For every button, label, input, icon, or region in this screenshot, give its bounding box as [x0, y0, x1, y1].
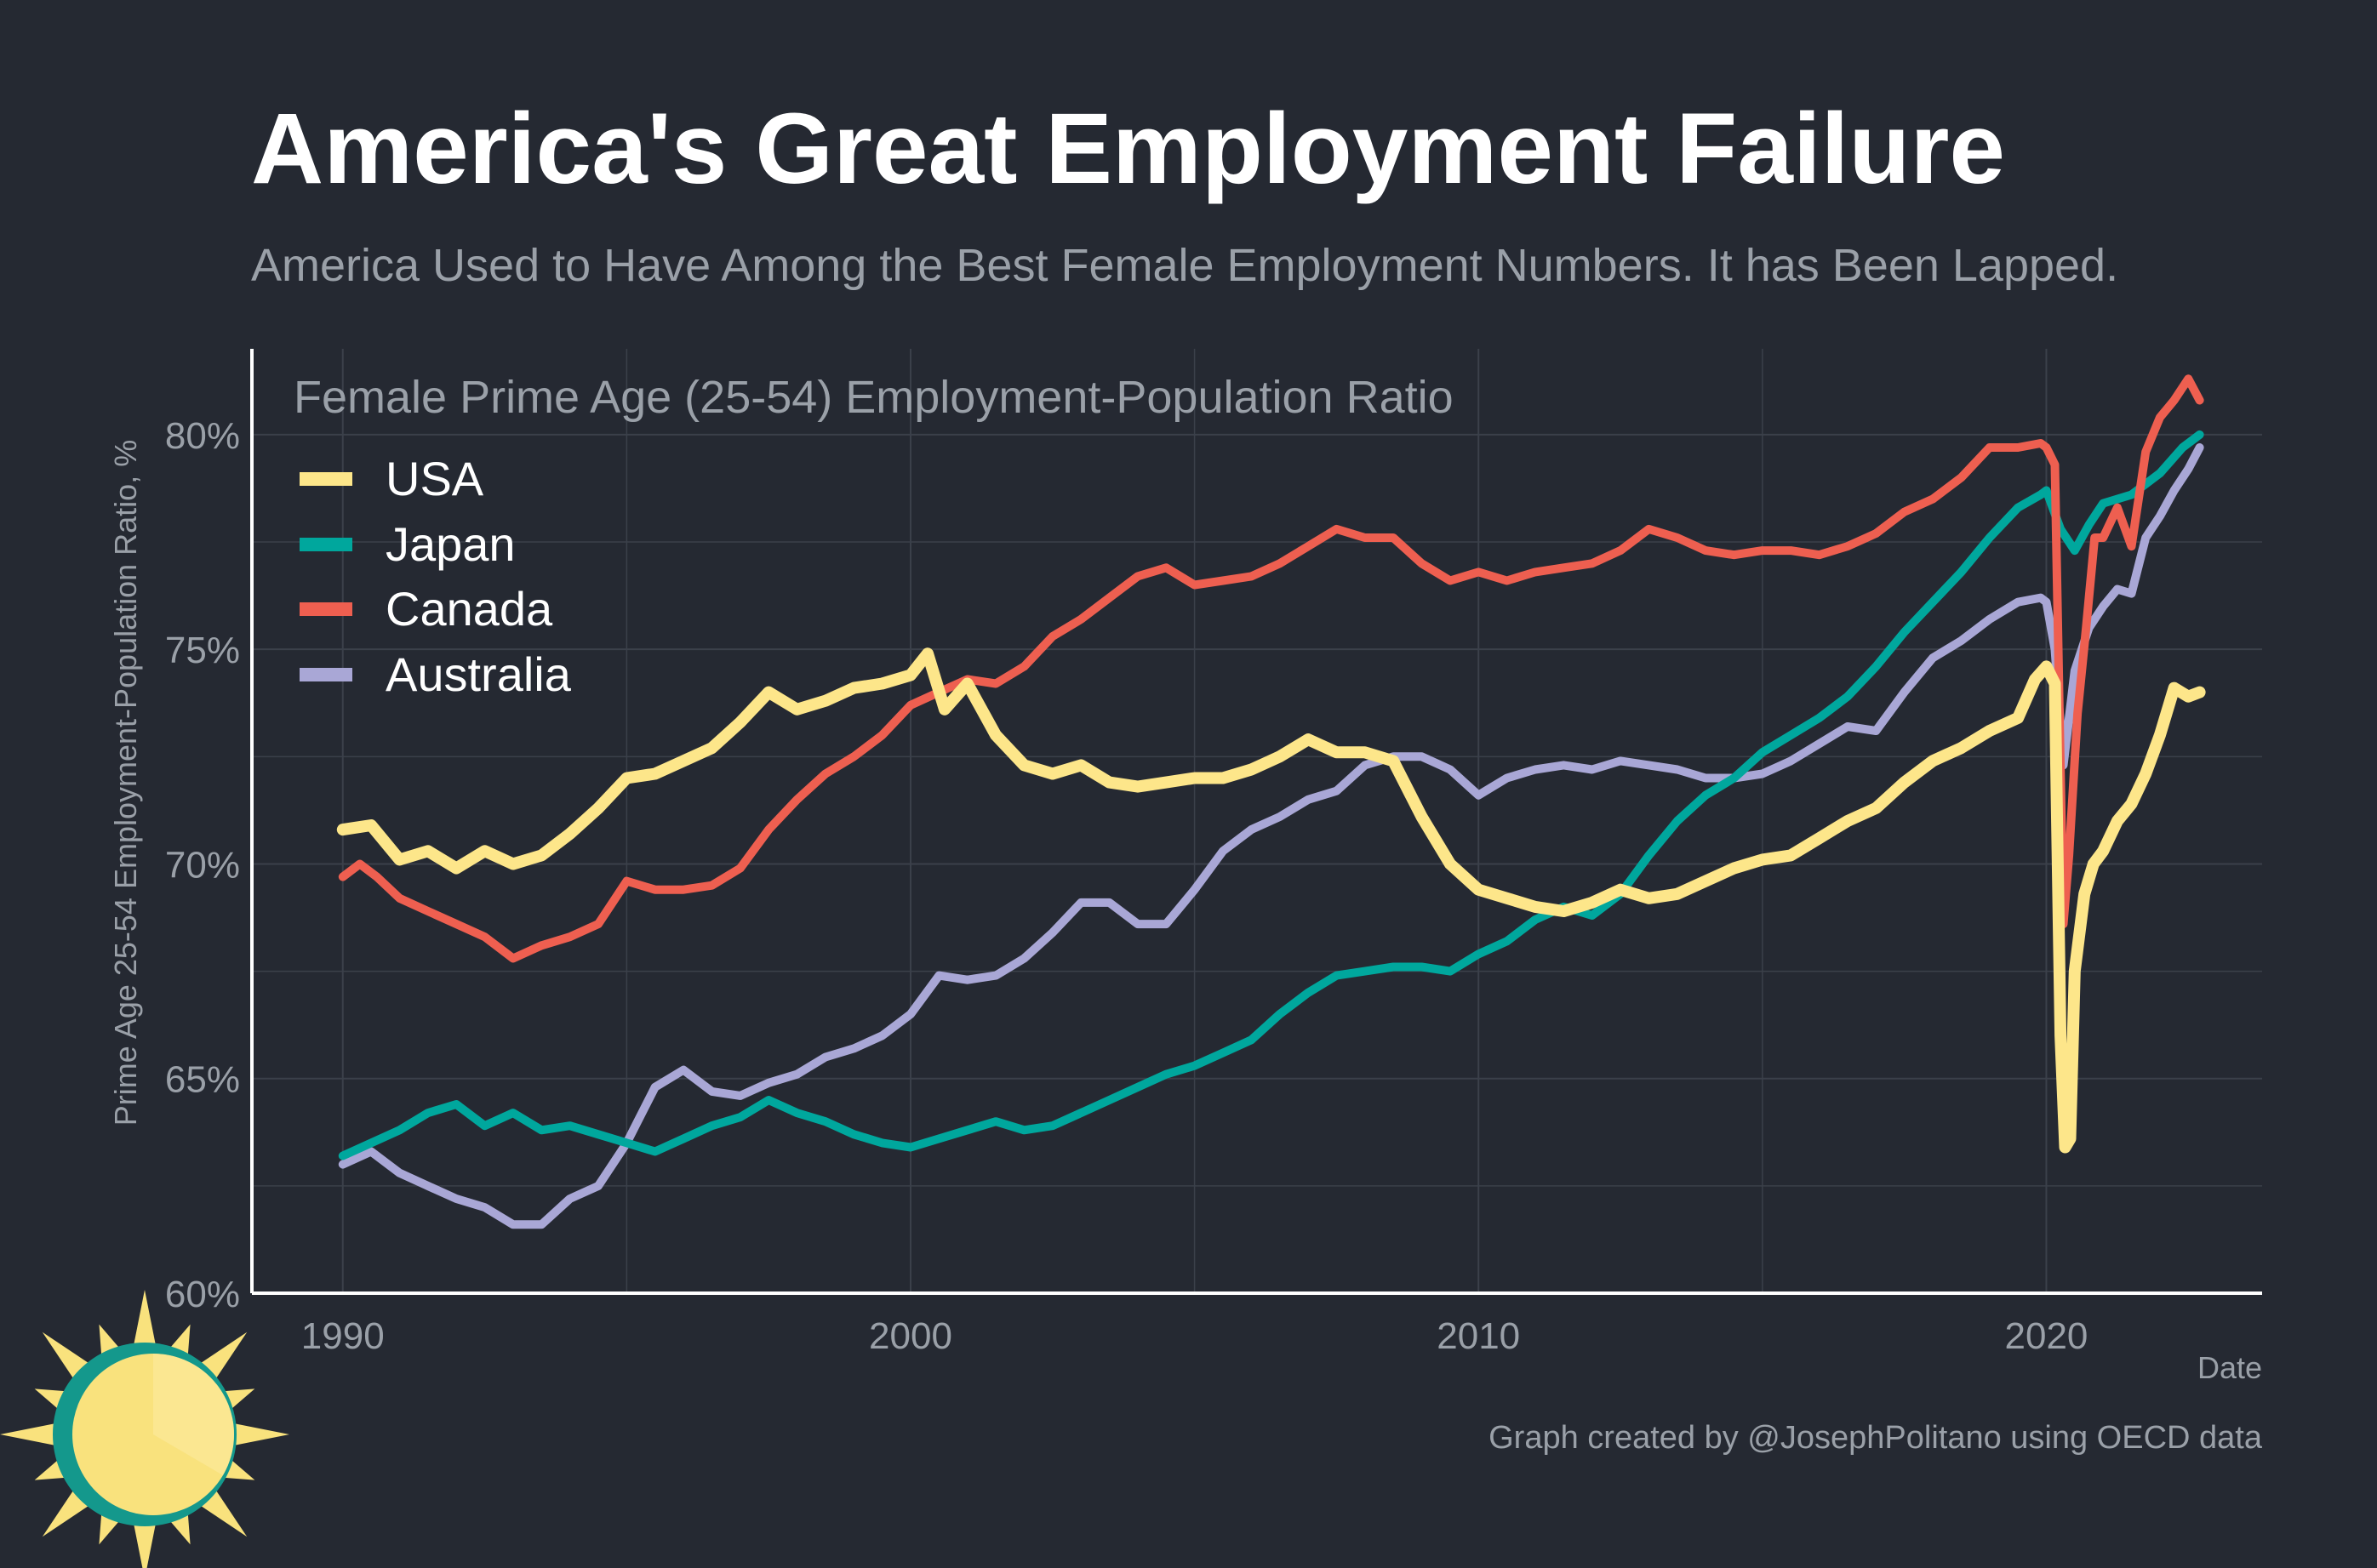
source-caption: Graph created by @JosephPolitano using O… — [1488, 1420, 2263, 1456]
sun-ray — [224, 1421, 289, 1448]
legend-label-australia: Australia — [386, 647, 572, 701]
legend: USA Japan Canada Australia — [300, 452, 572, 701]
sun-logo-icon — [0, 1290, 289, 1568]
logo-sun-shade — [153, 1354, 235, 1475]
y-tick-label: 80% — [165, 415, 240, 457]
series-line-canada — [338, 374, 2204, 963]
y-axis-label: Prime Age 25-54 Employment-Population Ra… — [108, 440, 143, 1126]
x-tick-label: 2000 — [869, 1315, 952, 1357]
x-tick-label: 1990 — [301, 1315, 385, 1357]
y-tick-label: 70% — [165, 844, 240, 886]
y-tick-label: 65% — [165, 1059, 240, 1101]
x-tick-label: 2020 — [2005, 1315, 2088, 1357]
legend-label-canada: Canada — [386, 582, 553, 636]
series-line-japan — [338, 430, 2204, 1160]
axes — [250, 349, 2262, 1295]
panel-title: Female Prime Age (25-54) Employment-Popu… — [294, 372, 1454, 423]
legend-label-usa: USA — [386, 452, 484, 505]
x-axis-label: Date — [2197, 1350, 2262, 1385]
y-tick-label: 75% — [165, 630, 240, 671]
chart-subtitle: America Used to Have Among the Best Fema… — [251, 240, 2118, 291]
sun-ray — [0, 1421, 66, 1448]
x-tick-label: 2010 — [1437, 1315, 1520, 1357]
series-lines — [336, 374, 2206, 1229]
chart-title: America's Great Employment Failure — [251, 93, 2005, 205]
sun-ray — [131, 1514, 158, 1568]
tick-labels: 60% 65% 70% 75% 80% 1990 2000 2010 2020 — [165, 415, 2088, 1357]
y-tick-label: 60% — [165, 1274, 240, 1315]
series-line-usa — [336, 647, 2206, 1154]
sun-ray — [131, 1290, 158, 1355]
legend-label-japan: Japan — [386, 517, 516, 571]
